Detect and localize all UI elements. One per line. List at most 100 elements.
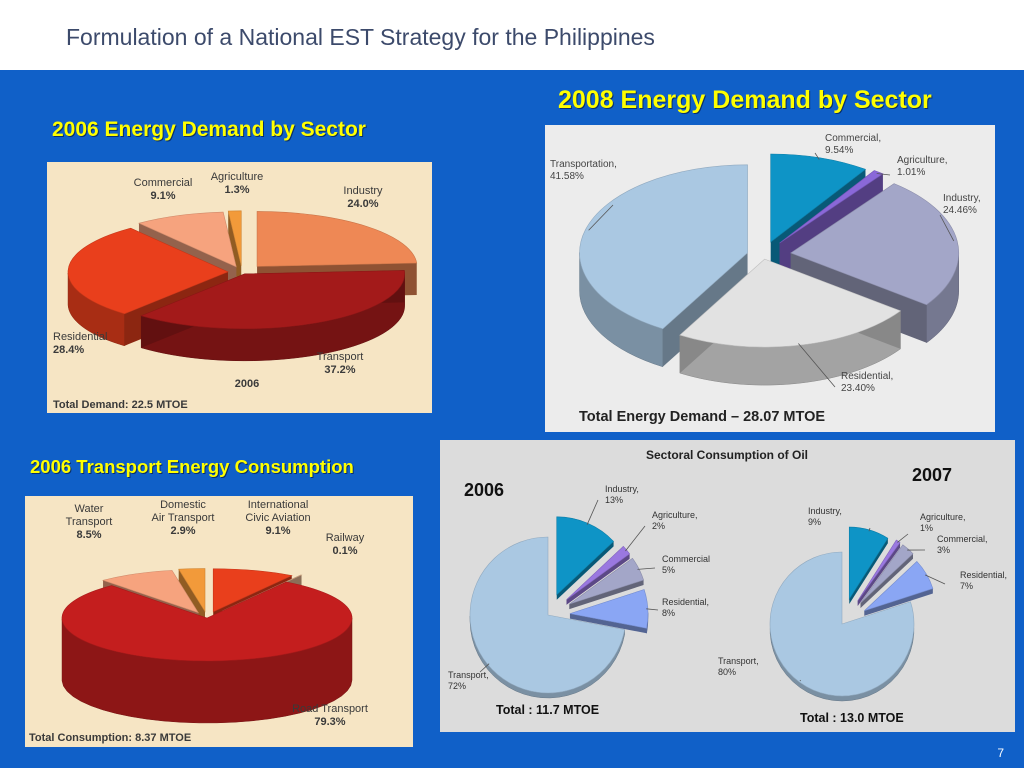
slice-value-label: 9% <box>808 517 821 527</box>
leader-line <box>588 204 614 231</box>
slice-name-label: Road Transport <box>292 703 368 715</box>
pie-slice <box>779 170 884 244</box>
heading-2006-transport: 2006 Transport Energy Consumption <box>30 456 354 477</box>
slice-name-label: Agriculture <box>211 171 264 183</box>
chart-panel-oil-consumption: Sectoral Consumption of Oil 2006 2007 Indus… <box>440 440 1015 732</box>
leader-line <box>924 574 946 585</box>
slice-value-label: 3% <box>937 545 950 555</box>
slice-name-label: Transportation, <box>550 159 617 170</box>
pie-slice <box>569 557 644 605</box>
slice-value-label: 0.1% <box>332 545 357 557</box>
pie-slice <box>140 270 405 330</box>
slice-value-label: 13% <box>605 495 623 505</box>
chart-total-label: Total Consumption: 8.37 MTOE <box>29 732 191 744</box>
slide-body: 2006 Energy Demand by Sector 2008 Energy… <box>0 70 1024 768</box>
pie-slice <box>138 211 237 268</box>
slice-name-label: Residential, <box>960 570 1007 580</box>
slice-name-label: Industry <box>343 185 383 197</box>
pie-slice-side <box>849 538 888 605</box>
chart-panel-2008-demand: Commercial, 9.54% Agriculture, 1.01% Industr… <box>545 125 995 432</box>
slice-value-label: 80% <box>718 667 736 677</box>
chart-panel-2006-transport: International Civic Aviation 9.1% Railway 0.… <box>25 496 413 747</box>
leader-line <box>814 152 820 160</box>
slice-name-label: Industry, <box>808 506 842 516</box>
pie-slice <box>227 210 242 266</box>
slide-header: Formulation of a National EST Strategy f… <box>0 0 1024 70</box>
slice-name-label: Water <box>75 503 104 515</box>
chart-year-label: 2006 <box>464 480 504 500</box>
slice-name-label: Transport, <box>448 670 489 680</box>
pie-slice <box>212 568 293 613</box>
slice-name-label: Domestic <box>160 499 206 511</box>
slice-value-label: 1.01% <box>897 167 925 178</box>
leader-line <box>479 663 490 673</box>
slice-value-label: 8% <box>662 608 675 618</box>
pie-slice <box>769 551 915 697</box>
slice-name-label: Residential, <box>662 597 709 607</box>
chart-total-label: Total Energy Demand – 28.07 MTOE <box>579 409 825 425</box>
leader-line <box>876 173 891 176</box>
slice-value-label: 1.3% <box>224 184 249 196</box>
pie-slice-side <box>556 541 614 600</box>
slice-value-label: 9.1% <box>150 190 175 202</box>
leader-line <box>625 525 646 552</box>
slice-name-label: Air Transport <box>152 512 215 524</box>
slice-value-label: 8.5% <box>76 529 101 541</box>
chart-total-label: Total Demand: 22.5 MTOE <box>53 399 188 411</box>
slice-name-label: Agriculture, <box>652 510 698 520</box>
leader-line <box>646 608 659 611</box>
pie-slice <box>679 258 902 348</box>
heading-2006-demand: 2006 Energy Demand by Sector <box>52 118 366 141</box>
slice-name-label: Civic Aviation <box>245 512 310 524</box>
slice-value-label: 1% <box>920 523 933 533</box>
leader-line <box>586 499 599 525</box>
leader-line <box>939 214 955 242</box>
pie-slice <box>178 568 206 613</box>
slice-value-label: 28.4% <box>53 344 84 356</box>
slice-name-label: International <box>248 499 309 511</box>
pie-slice <box>579 164 748 330</box>
slice-name-label: Industry, <box>605 484 639 494</box>
leader-line <box>799 679 801 682</box>
pie-slice <box>256 211 418 267</box>
chart-title: Sectoral Consumption of Oil <box>646 448 808 462</box>
chart-year-label: 2006 <box>235 378 259 390</box>
slice-name-label: Industry, <box>943 193 981 204</box>
pie-slice-side <box>228 211 242 298</box>
slice-value-label: 9.1% <box>265 525 290 537</box>
slice-name-label: Commercial <box>134 177 193 189</box>
leader-line <box>897 533 909 543</box>
chart-year-label: 2007 <box>912 465 952 485</box>
slide-title: Formulation of a National EST Strategy f… <box>66 24 655 50</box>
chart-panel-2006-demand: Industry 24.0% Transport 37.2% Residential 28… <box>47 162 432 413</box>
pie-slice <box>61 581 353 662</box>
slice-name-label: Transport <box>66 516 113 528</box>
slice-value-label: 24.46% <box>943 205 977 216</box>
slice-value-label: 24.0% <box>347 198 378 210</box>
pie-slice <box>790 183 960 306</box>
pie-slice <box>101 570 200 614</box>
pie-slice <box>770 153 867 243</box>
slice-value-label: 2% <box>652 521 665 531</box>
slice-name-label: Commercial, <box>825 133 881 144</box>
slice-name-label: Railway <box>326 532 365 544</box>
pie-slice <box>857 539 901 602</box>
slice-value-label: 23.40% <box>841 383 875 394</box>
slice-value-label: 37.2% <box>324 364 355 376</box>
slice-value-label: 72% <box>448 681 466 691</box>
slice-value-label: 79.3% <box>314 716 345 728</box>
slice-name-label: Agriculture, <box>920 512 966 522</box>
slice-value-label: 5% <box>662 565 675 575</box>
heading-2008-demand: 2008 Energy Demand by Sector <box>558 86 932 114</box>
chart-total-label: Total : 13.0 MTOE <box>800 711 904 725</box>
slice-name-label: Residential <box>53 331 107 343</box>
chart-oil-consumption: Sectoral Consumption of Oil 2006 2007 Indus… <box>448 448 1007 725</box>
slice-name-label: Commercial <box>662 554 710 564</box>
chart-2008-demand: Commercial,9.54% Agriculture,1.01% Industr… <box>550 133 981 425</box>
pie-slice <box>67 227 229 315</box>
slice-name-label: Transport <box>317 351 364 363</box>
leader-line <box>637 567 656 570</box>
slice-value-label: 7% <box>960 581 973 591</box>
